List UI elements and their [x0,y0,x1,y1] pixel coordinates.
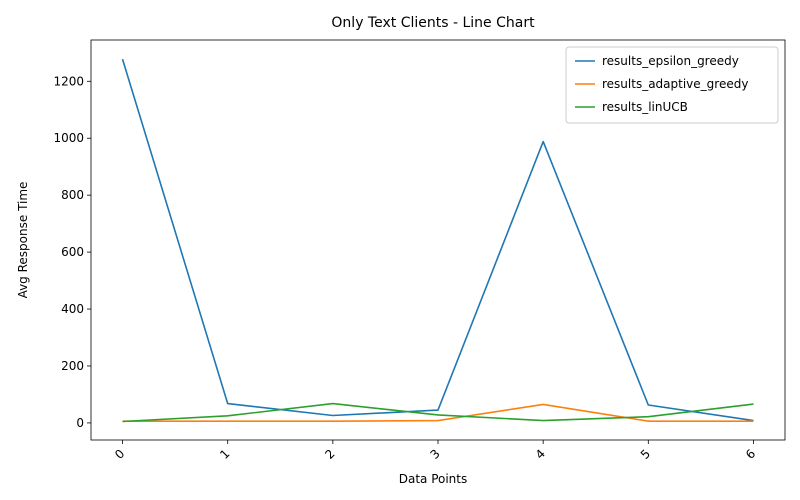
x-tick-label: 2 [322,447,337,462]
x-tick-label: 6 [743,447,758,462]
y-tick-label: 600 [61,245,84,259]
plot-frame [90,39,786,441]
y-tick-label: 400 [61,302,84,316]
legend: results_epsilon_greedy results_adaptive_g… [565,46,779,124]
x-tick-label: 5 [638,447,653,462]
series-line-results_linUCB [122,402,754,423]
y-tick-label: 0 [76,416,84,430]
chart-title: Only Text Clients - Line Chart [331,15,535,31]
y-tick-label: 1000 [53,131,84,145]
x-tick-label: 3 [428,447,443,462]
y-tick-label: 1200 [53,74,84,88]
legend-label-results_adaptive_greedy: results_adaptive_greedy [602,77,748,91]
x-tick-label: 4 [533,447,548,462]
x-tick-label: 0 [112,447,127,462]
y-axis-label: Avg Response Time [16,182,30,299]
y-tick-label: 200 [61,359,84,373]
legend-box [565,46,779,124]
x-tick-label: 1 [217,447,232,462]
series-line-results_adaptive_greedy [122,403,754,423]
legend-label-results_epsilon_greedy: results_epsilon_greedy [602,54,739,68]
y-tick-label: 800 [61,188,84,202]
legend-label-results_linUCB: results_linUCB [602,100,688,114]
x-axis-label: Data Points [399,472,468,486]
series-line-results_epsilon_greedy [121,58,754,422]
